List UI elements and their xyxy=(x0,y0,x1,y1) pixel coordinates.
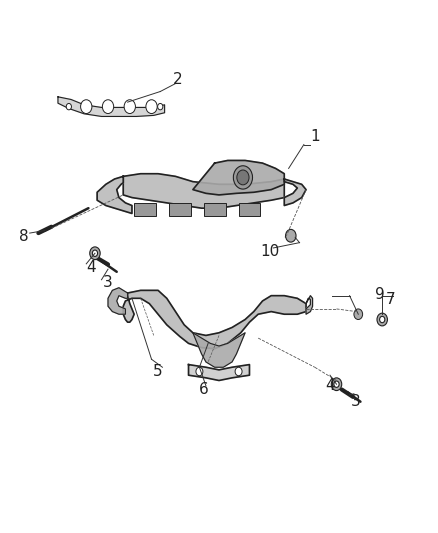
Text: 10: 10 xyxy=(260,244,279,259)
Circle shape xyxy=(235,367,242,376)
Polygon shape xyxy=(306,296,313,314)
Circle shape xyxy=(90,247,100,260)
Circle shape xyxy=(334,381,339,387)
Circle shape xyxy=(66,103,71,110)
Text: 5: 5 xyxy=(153,364,163,379)
Circle shape xyxy=(124,100,135,114)
Text: 8: 8 xyxy=(19,229,29,244)
Bar xyxy=(204,203,226,216)
Polygon shape xyxy=(97,176,132,214)
Circle shape xyxy=(233,166,253,189)
Circle shape xyxy=(377,313,388,326)
Bar xyxy=(169,203,191,216)
Circle shape xyxy=(158,103,163,110)
Polygon shape xyxy=(193,160,284,195)
Text: 4: 4 xyxy=(325,378,335,393)
Circle shape xyxy=(92,250,98,256)
Circle shape xyxy=(331,378,342,391)
Circle shape xyxy=(380,317,385,322)
Polygon shape xyxy=(193,333,245,367)
Text: 7: 7 xyxy=(386,292,396,307)
Circle shape xyxy=(196,367,203,376)
Circle shape xyxy=(146,100,157,114)
Text: 2: 2 xyxy=(173,72,183,87)
Circle shape xyxy=(286,229,296,242)
Polygon shape xyxy=(123,174,284,208)
Bar xyxy=(134,203,156,216)
Polygon shape xyxy=(188,365,250,381)
Text: 4: 4 xyxy=(86,260,95,275)
Text: 3: 3 xyxy=(103,275,113,290)
Circle shape xyxy=(354,309,363,319)
Polygon shape xyxy=(108,288,127,314)
Text: 6: 6 xyxy=(199,382,208,397)
Text: 9: 9 xyxy=(375,287,385,302)
Circle shape xyxy=(102,100,114,114)
Circle shape xyxy=(81,100,92,114)
Text: 1: 1 xyxy=(310,129,320,144)
Circle shape xyxy=(237,170,249,185)
Polygon shape xyxy=(284,179,306,206)
Polygon shape xyxy=(123,290,306,349)
Bar xyxy=(239,203,260,216)
Text: 3: 3 xyxy=(351,394,361,409)
Polygon shape xyxy=(58,97,165,116)
